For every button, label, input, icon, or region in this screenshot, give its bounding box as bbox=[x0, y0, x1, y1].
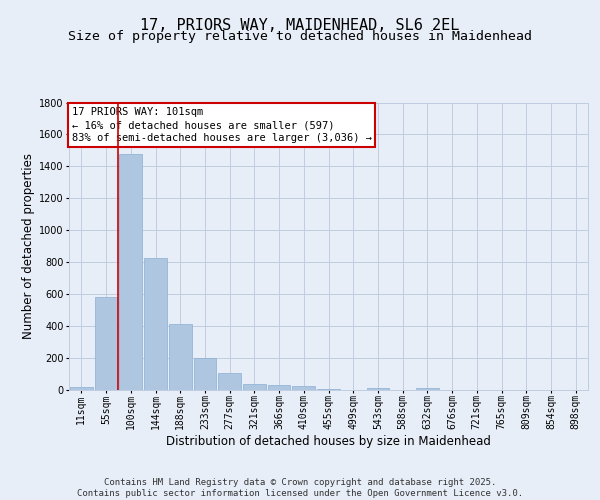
Bar bbox=[317, 388, 340, 390]
Y-axis label: Number of detached properties: Number of detached properties bbox=[22, 153, 35, 340]
Bar bbox=[268, 385, 290, 390]
Bar bbox=[243, 384, 266, 390]
Text: Size of property relative to detached houses in Maidenhead: Size of property relative to detached ho… bbox=[68, 30, 532, 43]
Bar bbox=[95, 296, 118, 390]
Bar bbox=[119, 154, 142, 390]
X-axis label: Distribution of detached houses by size in Maidenhead: Distribution of detached houses by size … bbox=[166, 435, 491, 448]
Bar bbox=[70, 387, 93, 390]
Text: Contains HM Land Registry data © Crown copyright and database right 2025.
Contai: Contains HM Land Registry data © Crown c… bbox=[77, 478, 523, 498]
Bar bbox=[169, 324, 191, 390]
Bar bbox=[416, 388, 439, 390]
Bar bbox=[292, 386, 315, 390]
Bar bbox=[194, 358, 216, 390]
Bar bbox=[144, 258, 167, 390]
Bar bbox=[218, 373, 241, 390]
Text: 17, PRIORS WAY, MAIDENHEAD, SL6 2EL: 17, PRIORS WAY, MAIDENHEAD, SL6 2EL bbox=[140, 18, 460, 32]
Bar bbox=[367, 388, 389, 390]
Text: 17 PRIORS WAY: 101sqm
← 16% of detached houses are smaller (597)
83% of semi-det: 17 PRIORS WAY: 101sqm ← 16% of detached … bbox=[71, 107, 371, 143]
